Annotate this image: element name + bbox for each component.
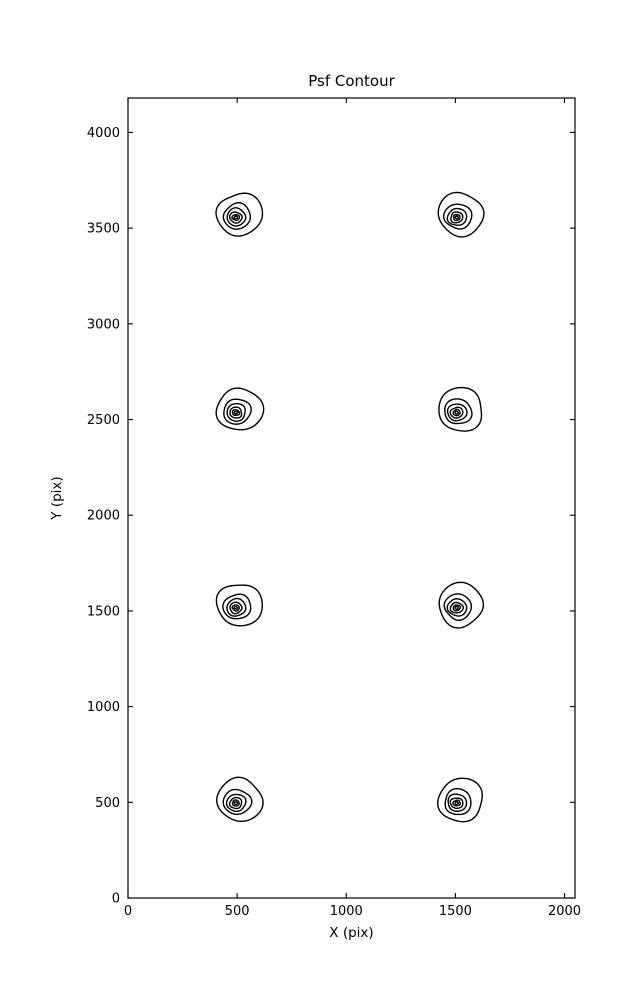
y-tick-label: 0 [112,892,120,907]
y-axis-label: Y (pix) [49,476,65,520]
contour-ring [446,598,468,617]
psf-contour-cluster [437,191,485,238]
contour-ring [226,207,247,227]
contour-ring [231,799,240,807]
contour-ring [223,398,252,425]
contour-ring [454,605,459,610]
contour-ring [231,214,241,222]
psf-contour-cluster [215,192,264,237]
contour-ring [444,398,473,425]
y-tick-label: 4000 [87,126,120,141]
contour-ring [231,604,240,612]
contour-ring [449,601,464,614]
y-tick-label: 500 [95,796,120,811]
contour-ring [215,584,263,627]
contour-ring [447,793,468,812]
contour-ring [222,788,253,816]
psf-contour-cluster [438,581,485,629]
x-axis-label: X (pix) [329,925,374,941]
x-tick-label: 1500 [439,904,472,919]
psf-contour-cluster [436,777,483,823]
contour-ring [452,799,461,807]
contour-ring [454,410,460,415]
contour-ring [450,211,464,224]
contour-ring [443,593,473,621]
contour-ring [438,581,485,629]
psf-contour-cluster [438,386,483,432]
contour-ring [233,801,239,805]
y-tick-label: 2500 [87,413,120,428]
contour-ring [452,604,462,612]
y-tick-label: 3500 [87,222,120,237]
psf-contour-cluster [215,387,265,431]
contour-ring [452,408,461,417]
contour-ring [215,192,264,237]
contour-ring [444,787,472,816]
y-tick-label: 3000 [87,317,120,332]
psf-contour-cluster [215,776,264,823]
plot-frame [127,97,576,899]
contour-ring [233,410,239,415]
contour-ring [442,203,473,230]
contour-ring [438,386,483,432]
y-tick-label: 1000 [87,700,120,715]
x-tick-label: 2000 [548,904,581,919]
contour-ring [449,797,464,809]
contour-ring [229,406,243,419]
contour-ring [446,403,468,422]
contour-ring [228,796,243,810]
x-tick-label: 0 [124,904,132,919]
contour-ring [222,593,252,620]
contour-ring [437,191,485,238]
y-tick-label: 2000 [87,509,120,524]
contour-ring [449,406,464,419]
contour-ring [215,387,265,431]
plot-title: Psf Contour [308,72,395,90]
y-tick-label: 1500 [87,604,120,619]
x-tick-label: 500 [225,904,250,919]
contour-ring [452,213,461,222]
contour-ring [231,409,241,417]
x-tick-label: 1000 [330,904,363,919]
contour-ring [228,211,243,224]
contour-ring [226,403,246,422]
contour-ring [222,202,252,230]
psf-contour-cluster [215,584,263,627]
contour-ring [454,801,460,806]
contour-ring [225,793,247,813]
contour-ring [233,605,239,610]
contour-ring [436,777,483,823]
contour-ring [229,601,243,615]
contour-ring [226,597,247,617]
contour-ring [454,215,459,220]
contour-ring [446,207,468,226]
contour-ring [233,215,239,220]
contour-ring [215,776,264,823]
